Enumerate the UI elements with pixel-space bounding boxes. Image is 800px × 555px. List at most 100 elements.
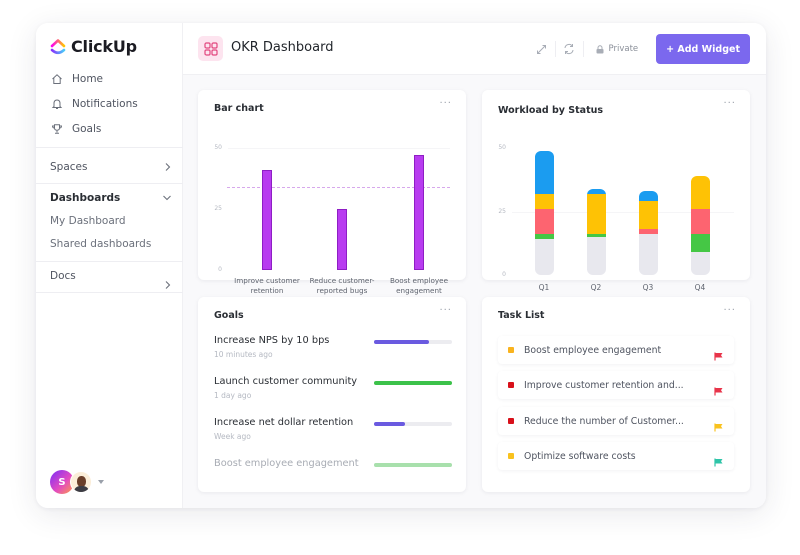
task-name: Reduce the number of Customer... (524, 415, 684, 427)
progress-fill (374, 463, 452, 467)
bar-segment-gray (690, 252, 710, 275)
reference-line (227, 187, 450, 189)
bar[interactable] (262, 169, 272, 270)
bar-segment-green (690, 234, 710, 253)
bar-segment-red (534, 208, 554, 235)
chevron-right-icon (165, 163, 171, 171)
sidebar-item-my-dashboard[interactable]: My Dashboard (50, 215, 126, 227)
widget-title: Workload by Status (498, 105, 604, 116)
dashboards-label: Dashboards (50, 192, 121, 204)
bar[interactable] (337, 209, 347, 270)
bar-segment-green (586, 234, 606, 237)
add-widget-button[interactable]: + Add Widget (656, 34, 750, 64)
bar-segment-red (638, 229, 658, 235)
privacy-toggle[interactable]: Private (584, 44, 657, 54)
sidebar-item-label: Notifications (72, 97, 138, 110)
x-axis-label: Q3 (642, 283, 654, 292)
task-row[interactable]: Reduce the number of Customer... (498, 407, 734, 435)
lock-icon (596, 44, 603, 53)
goal-progress-bar (374, 422, 452, 426)
goal-name: Increase net dollar retention (214, 417, 354, 428)
dashboard-icon (198, 36, 223, 61)
more-options-button[interactable]: ··· (439, 305, 452, 316)
clickup-logo[interactable]: ClickUp (50, 37, 137, 56)
bell-icon (50, 97, 63, 110)
sidebar-item-label: Home (72, 72, 104, 85)
priority-flag-icon[interactable] (714, 381, 724, 395)
progress-fill (374, 381, 452, 385)
sidebar-section-dashboards[interactable]: Dashboards (50, 192, 172, 204)
widget-title: Goals (214, 310, 244, 321)
stacked-bar[interactable] (534, 150, 554, 275)
bar-chart-widget: Bar chart ··· 0 25 50 Improve customer rete… (198, 90, 466, 295)
goal-item[interactable]: Boost employee engagement (214, 458, 452, 482)
sidebar-section-docs[interactable]: Docs (50, 270, 172, 292)
goal-timestamp (214, 473, 452, 482)
stacked-bar[interactable] (586, 188, 606, 275)
goals-widget: Goals ··· Increase NPS by 10 bps 10 minut… (198, 297, 466, 492)
divider (36, 261, 183, 262)
y-axis-tick: 0 (502, 271, 506, 278)
task-name: Optimize software costs (524, 450, 636, 462)
stacked-bar[interactable] (690, 175, 710, 275)
goal-name: Boost employee engagement (214, 458, 359, 469)
goal-item[interactable]: Increase net dollar retention Week ago (214, 417, 452, 441)
expand-icon (536, 44, 546, 54)
x-axis-label: Boost employee engagement (389, 276, 449, 295)
goal-name: Increase NPS by 10 bps (214, 335, 330, 346)
more-options-button[interactable]: ··· (439, 98, 452, 109)
gridline (228, 148, 450, 149)
progress-fill (374, 340, 429, 344)
divider (36, 292, 183, 293)
y-axis-tick: 0 (218, 266, 222, 273)
x-axis-label: Reduce customer-reported bugs (309, 276, 375, 295)
dashboard-content: Bar chart ··· 0 25 50 Improve customer rete… (183, 75, 766, 508)
goal-timestamp: 10 minutes ago (214, 350, 273, 359)
stacked-bar[interactable] (638, 191, 658, 275)
chevron-down-icon (163, 195, 171, 201)
sidebar-item-notifications[interactable]: Notifications (50, 97, 138, 110)
status-square-icon (508, 347, 514, 353)
refresh-icon (564, 43, 574, 55)
priority-flag-icon[interactable] (714, 346, 724, 360)
task-row[interactable]: Boost employee engagement (498, 336, 734, 364)
sidebar-item-home[interactable]: Home (50, 72, 103, 85)
page-title: OKR Dashboard (231, 40, 334, 55)
more-options-button[interactable]: ··· (723, 305, 736, 316)
sidebar-item-goals[interactable]: Goals (50, 122, 101, 135)
task-name: Improve customer retention and... (524, 379, 684, 391)
header: OKR Dashboard Private + Add Widget (183, 23, 766, 75)
divider (36, 147, 183, 148)
priority-flag-icon[interactable] (714, 452, 724, 466)
bar-segment-blue (638, 191, 658, 202)
goal-item[interactable]: Launch customer community 1 day ago (214, 376, 452, 400)
status-square-icon (508, 418, 514, 424)
goal-progress-bar (374, 463, 452, 467)
spaces-label: Spaces (50, 161, 88, 173)
priority-flag-icon[interactable] (714, 417, 724, 431)
more-options-button[interactable]: ··· (723, 98, 736, 109)
bar-segment-gray (638, 234, 658, 275)
expand-button[interactable] (528, 41, 556, 57)
y-axis-tick: 25 (498, 207, 506, 215)
workload-widget: Workload by Status ··· 0 25 50 Q1 Q2 Q3 Q4 (482, 90, 750, 292)
bar-segment-gray (534, 239, 554, 275)
sidebar-section-spaces[interactable]: Spaces (50, 161, 172, 173)
bar[interactable] (414, 155, 424, 270)
task-row[interactable]: Improve customer retention and... (498, 371, 734, 399)
task-row[interactable]: Optimize software costs (498, 442, 734, 470)
sidebar-item-shared-dashboards[interactable]: Shared dashboards (50, 238, 152, 250)
chevron-right-icon (165, 281, 171, 289)
y-axis-tick: 25 (214, 205, 222, 212)
task-list-widget: Task List ··· Boost employee engagement I… (482, 297, 750, 492)
goal-name: Launch customer community (214, 376, 358, 387)
bar-segment-yellow (638, 201, 658, 230)
bar-segment-red (690, 208, 710, 235)
x-axis-label: Q1 (538, 283, 550, 292)
refresh-button[interactable] (556, 41, 584, 57)
goal-item[interactable]: Increase NPS by 10 bps 10 minutes ago (214, 335, 452, 359)
progress-fill (374, 422, 406, 426)
user-menu[interactable]: S (50, 470, 104, 494)
x-axis-label: Q2 (590, 283, 602, 292)
clickup-logo-icon (50, 38, 66, 54)
